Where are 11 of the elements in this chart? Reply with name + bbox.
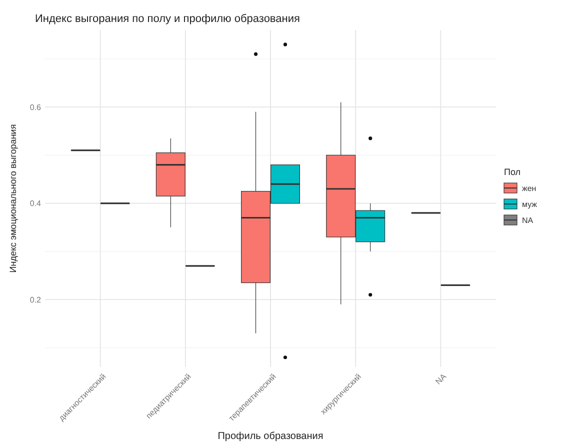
x-tick-label: NA	[434, 372, 449, 386]
y-tick-label: 0.6	[30, 102, 42, 112]
chart-title: Индекс выгорания по полу и профилю образования	[35, 13, 300, 25]
legend-label: NA	[522, 216, 534, 225]
x-axis-title: Профиль образования	[218, 431, 324, 442]
legend-title: Пол	[504, 167, 521, 177]
legend-label: муж	[522, 200, 538, 209]
y-tick-label: 0.2	[30, 295, 42, 304]
legend-label: жен	[522, 184, 536, 193]
y-tick-label: 0.4	[30, 199, 42, 208]
y-axis-title: Индекс эмоционального выгорания	[8, 124, 18, 273]
